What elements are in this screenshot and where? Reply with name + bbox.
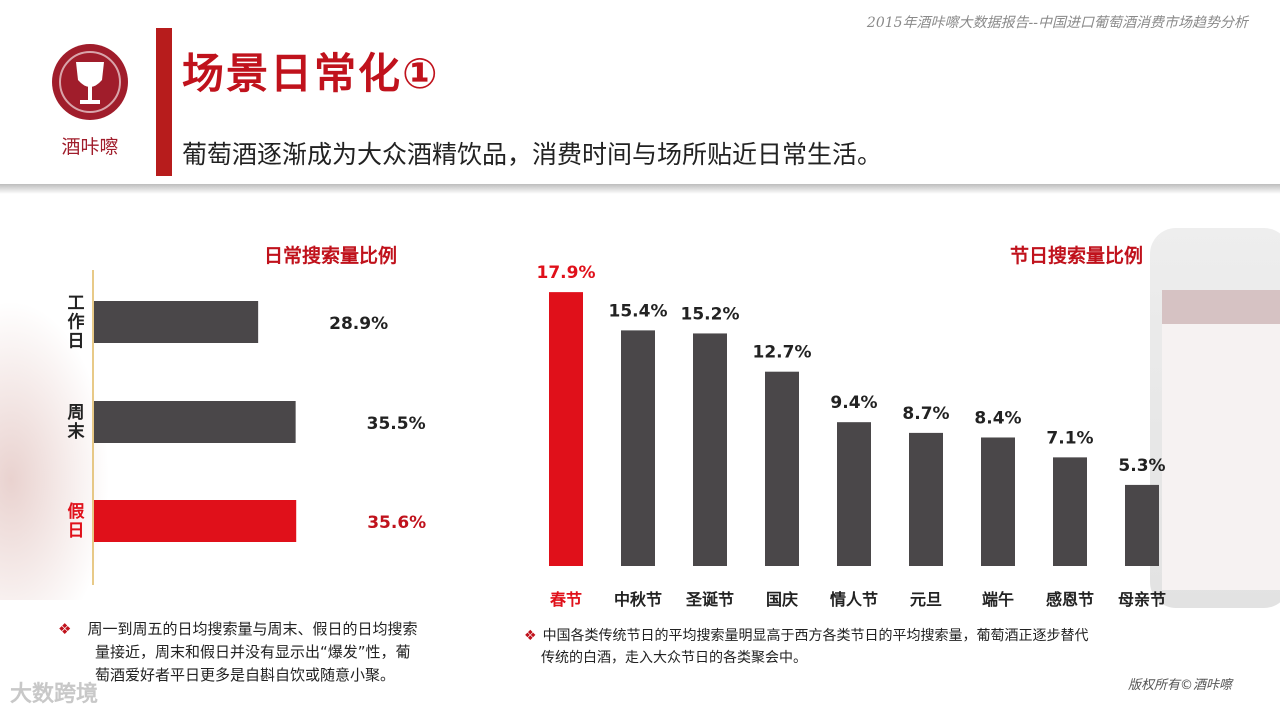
category-label: 工作日 <box>68 294 85 352</box>
value-label: 9.4% <box>830 393 877 413</box>
value-label: 15.4% <box>609 301 668 321</box>
wine-glass-logo-icon <box>52 44 128 120</box>
value-label: 17.9% <box>537 263 596 283</box>
bar <box>94 301 259 343</box>
logo-text: 酒咔嚓 <box>61 136 119 158</box>
category-label: 中秋节 <box>614 590 662 609</box>
background-decoration <box>0 300 110 600</box>
left-note: ❖ 周一到周五的日均搜索量与周末、假日的日均搜索 量接近，周末和假日并没有显示出“… <box>58 618 478 687</box>
header-divider <box>0 184 1280 194</box>
right-note-line: 中国各类传统节日的平均搜索量明显高于西方各类节日的平均搜索量，葡萄酒正逐步替代 <box>542 628 1089 644</box>
value-label: 7.1% <box>1046 428 1093 448</box>
header <box>0 0 1280 186</box>
title-accent-bar <box>156 28 172 176</box>
left-note-line: 周一到周五的日均搜索量与周末、假日的日均搜索 <box>87 620 418 638</box>
category-label: 周末 <box>68 403 86 442</box>
watermark: 大数跨境 <box>10 682 99 707</box>
holiday-chart-title: 节日搜索量比例 <box>1010 245 1144 267</box>
holiday-search-chart: 17.9% 春节 15.4% 中秋节 15.2% 圣诞节 12.7% 国庆 9.4% 情人节 8.7… <box>537 263 1167 609</box>
bar <box>837 422 871 566</box>
category-label: 元旦 <box>910 590 942 609</box>
category-label: 春节 <box>549 590 582 609</box>
bar <box>549 292 583 566</box>
bar <box>1125 484 1159 566</box>
category-label: 国庆 <box>766 590 798 609</box>
value-label: 35.5% <box>367 414 426 434</box>
value-label: 28.9% <box>329 314 388 334</box>
bar <box>94 500 297 542</box>
bar <box>909 432 943 566</box>
left-note-line: 量接近，周末和假日并没有显示出“爆发”性，葡 <box>95 643 411 661</box>
copyright: 版权所有©酒咔嚓 <box>1128 678 1233 693</box>
category-label: 假日 <box>68 501 85 541</box>
bar <box>621 330 655 566</box>
daily-search-chart: 工作日 28.9% 周末 35.5% 假日 35.6% <box>68 270 426 585</box>
report-title: 2015年酒咔嚓大数据报告--中国进口葡萄酒消费市场趋势分析 <box>866 15 1248 31</box>
category-label: 圣诞节 <box>685 590 734 609</box>
bar <box>693 333 727 566</box>
phone-screen <box>1162 290 1280 590</box>
category-label: 情人节 <box>830 590 878 609</box>
note-bullet-icon: ❖ <box>58 620 72 638</box>
page-title: 场景日常化① <box>182 49 440 98</box>
right-note: ❖ 中国各类传统节日的平均搜索量明显高于西方各类节日的平均搜索量，葡萄酒正逐步替代… <box>524 625 1184 669</box>
bar <box>981 437 1015 566</box>
left-note-line: 萄酒爱好者平日更多是自斟自饮或随意小聚。 <box>95 666 396 684</box>
category-label: 母亲节 <box>1118 590 1166 609</box>
value-label: 5.3% <box>1118 456 1165 476</box>
phone-app-bar <box>1162 290 1280 324</box>
value-label: 8.4% <box>974 408 1021 428</box>
value-label: 8.7% <box>902 404 949 424</box>
phone-illustration <box>1150 228 1280 608</box>
value-label: 12.7% <box>753 343 812 363</box>
page-subtitle: 葡萄酒逐渐成为大众酒精饮品，消费时间与场所贴近日常生活。 <box>182 140 883 169</box>
daily-chart-title: 日常搜索量比例 <box>264 245 398 267</box>
value-label: 35.6% <box>367 513 426 533</box>
bar <box>94 401 296 443</box>
value-label: 15.2% <box>681 304 740 324</box>
bar <box>765 371 799 566</box>
right-note-line: 传统的白酒，走入大众节日的各类聚会中。 <box>541 650 807 666</box>
category-label: 端午 <box>982 590 1014 609</box>
note-bullet-icon: ❖ <box>524 628 537 644</box>
bar <box>1053 457 1087 566</box>
category-label: 感恩节 <box>1046 590 1094 609</box>
